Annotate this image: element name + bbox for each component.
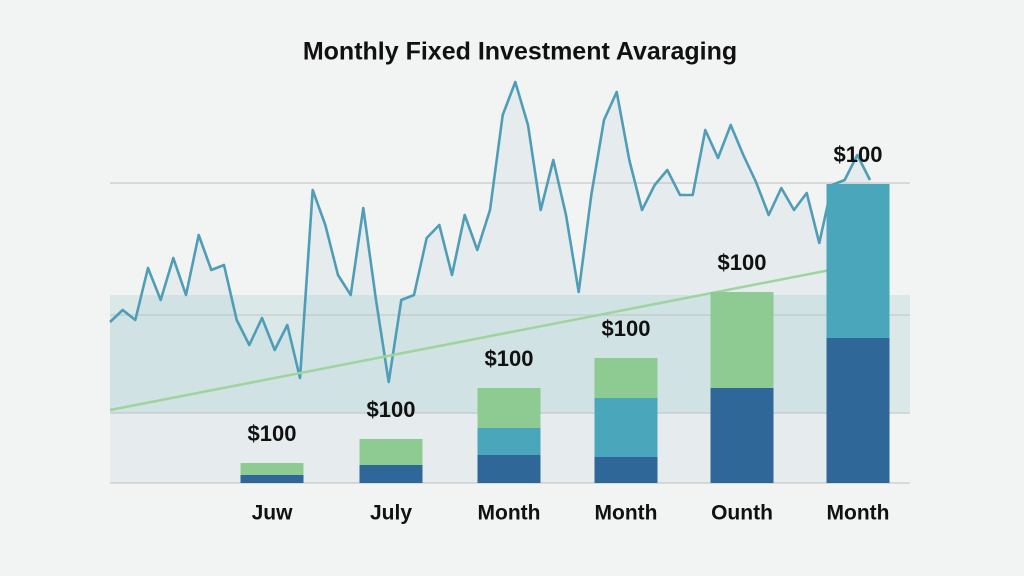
bar-segment: [710, 388, 774, 483]
bar-label: $100: [834, 142, 883, 167]
bar-segment: [594, 358, 658, 398]
chart-title: Monthly Fixed Investment Avaraging: [303, 38, 737, 66]
bar-segment: [710, 292, 774, 388]
line-area: [110, 82, 870, 483]
bar-segment: [594, 398, 658, 457]
bar-segment: [240, 463, 304, 475]
bar-label: $100: [485, 346, 534, 371]
x-tick-label: Month: [478, 502, 541, 525]
bar-segment: [477, 388, 541, 428]
x-tick-label: July: [370, 502, 412, 525]
bar-segment: [826, 184, 890, 338]
x-tick-label: Month: [827, 502, 890, 525]
bar-segment: [240, 475, 304, 483]
bar-label: $100: [248, 421, 297, 446]
x-tick-label: Ounth: [711, 502, 773, 525]
x-tick-label: Month: [595, 502, 658, 525]
bar-segment: [477, 428, 541, 455]
bar-label: $100: [602, 316, 651, 341]
trend-line: [109, 268, 831, 412]
bar-label: $100: [718, 250, 767, 275]
bar-segment: [826, 338, 890, 483]
bar-label: $100: [367, 397, 416, 422]
bar-segment: [359, 465, 423, 483]
x-tick-label: Juw: [252, 502, 294, 525]
bar-segment: [594, 457, 658, 483]
bar-segment: [359, 439, 423, 465]
bar-segment: [477, 455, 541, 483]
price-line: [109, 80, 872, 384]
